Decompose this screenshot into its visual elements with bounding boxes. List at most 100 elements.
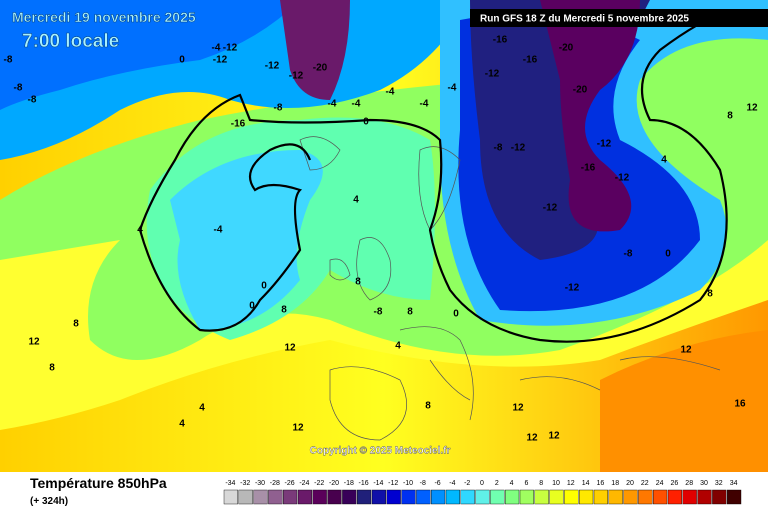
contour-label: 4 [353,195,359,206]
legend-swatch [297,489,313,505]
contour-label: -12 [615,173,630,184]
run-banner [470,9,768,27]
contour-label: 8 [425,401,431,412]
contour-label: 8 [727,111,733,122]
contour-label: 0 [453,309,459,320]
legend-tick-label: 6 [524,480,528,487]
contour-label: 12 [746,103,758,114]
contour-labels: -8-8-8-4 -120 -12-12-12-20-16-8 -4 -4-4-4-40… [4,35,758,444]
legend-swatch [460,489,475,505]
footer-lead: (+ 324h) [30,496,68,507]
legend-swatch [416,489,431,505]
contour-label: -12 [597,139,612,150]
contour-label: 12 [526,433,538,444]
legend-tick-label: 4 [510,480,514,487]
contour-label: 0 [665,249,671,260]
legend-tick-label: 18 [611,480,619,487]
legend-tick-label: 2 [495,480,499,487]
contour-label: -12 [265,61,280,72]
legend-tick-label: 20 [626,480,634,487]
legend-swatch [727,489,742,505]
legend-swatch [357,489,372,505]
contour-label: 0 [179,55,185,66]
contour-label: -4 [352,99,361,110]
contour-label: 12 [512,403,524,414]
legend-tick-label: -14 [373,480,383,487]
legend-swatch [283,489,298,505]
legend-tick-label: -16 [359,480,369,487]
contour-label: -16 [581,163,596,174]
contour-label: -12 [213,55,228,66]
legend-swatch [445,489,461,505]
legend-tick-label: 30 [700,480,708,487]
contour-label: -8 [624,249,633,260]
legend-swatch [593,489,609,505]
contour-label: 12 [548,431,560,442]
contour-label: 4 [137,225,143,236]
legend-tick-label: -34 [225,480,235,487]
legend-swatch [431,489,446,505]
coastlines [299,136,721,441]
copyright: Copyright © 2025 Meteociel.fr [310,446,451,457]
contour-label: -4 [212,43,221,54]
contour-label: -4 [386,87,395,98]
contour-label: 12 [284,343,296,354]
map-time: 7:00 locale [22,31,119,52]
legend-swatch [697,489,712,505]
legend-tick-label: -6 [434,480,440,487]
contour-label: 4 [179,419,185,430]
legend-swatch [682,489,697,505]
legend-swatch [490,489,505,505]
legend-swatch [475,489,490,505]
legend-swatch [253,489,268,505]
legend-tick-label: 22 [641,480,649,487]
contour-label: -8 [14,83,23,94]
legend-swatch [223,489,239,505]
legend-swatch [608,489,623,505]
legend-tick-label: 24 [656,480,664,487]
legend-swatch [549,489,564,505]
legend-tick-label: -20 [329,480,339,487]
contour-label: -12 [485,69,500,80]
contour-label: 8 [707,289,713,300]
legend-swatch [623,489,638,505]
contour-label: -20 [313,63,328,74]
legend-swatch [712,489,727,505]
contour-label: -12 [223,43,238,54]
contour-label: -4 [448,83,457,94]
contour-label: -12 [511,143,526,154]
contour-label: -8 [274,103,283,114]
contour-label: 4 [661,155,667,166]
legend-tick-label: 12 [567,480,575,487]
contour-label: -8 [4,55,13,66]
legend-swatch [519,489,535,505]
contour-label: 8 [73,319,79,330]
contour-label: -12 [565,283,580,294]
legend-tick-label: -22 [314,480,324,487]
contour-label: -20 [559,43,574,54]
legend-swatch [342,489,357,505]
run-text: Run GFS 18 Z du Mercredi 5 novembre 2025 [480,14,689,25]
legend-swatch [268,489,283,505]
legend-tick-label: -30 [255,480,265,487]
contour-label: 8 [355,277,361,288]
contour-label: -12 [543,203,558,214]
legend-tick-label: 16 [597,480,605,487]
contour-label: 4 [199,403,205,414]
legend-tick-label: 28 [685,480,693,487]
contour-label: -4 [328,99,337,110]
contour-label: 12 [680,345,692,356]
contour-label: 8 [281,305,287,316]
contour-label: -16 [523,55,538,66]
color-legend: -34 -32 -30 -28 -26 -24 -22 -20 -18 -16 -14 -12 -10-… [223,480,742,505]
legend-swatch [564,489,579,505]
legend-tick-label: -26 [285,480,295,487]
legend-tick-label: 0 [480,480,484,487]
contour-label: -8 [28,95,37,106]
legend-tick-label: 32 [715,480,723,487]
contour-label: -16 [493,35,508,46]
legend-tick-label: -18 [344,480,354,487]
legend-tick-label: -12 [388,480,398,487]
legend-tick-label: -32 [240,480,250,487]
